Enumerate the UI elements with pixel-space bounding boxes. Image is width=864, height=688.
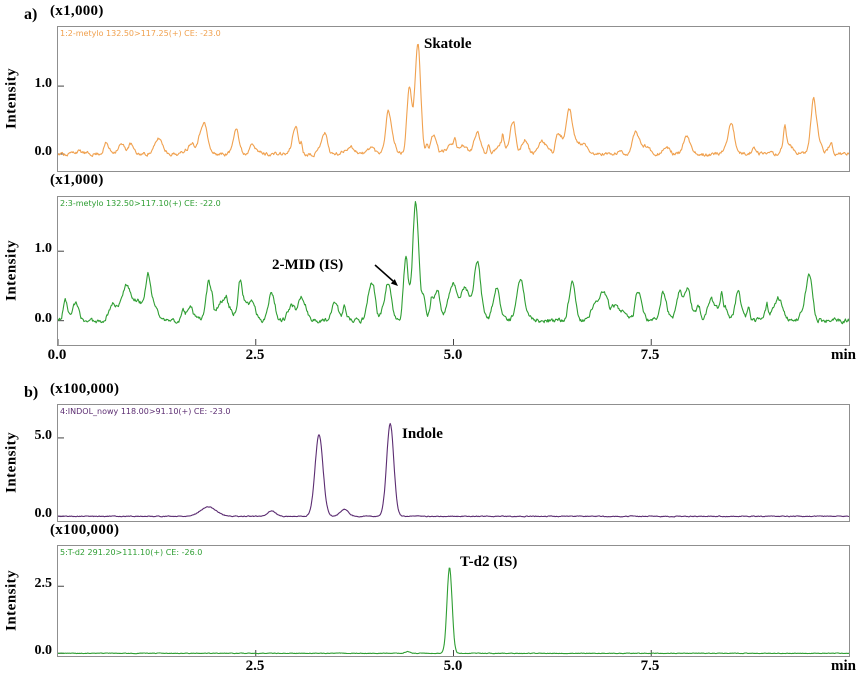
y-tick-label: 0.0 bbox=[34, 311, 53, 326]
x-tick-label: 2.5 bbox=[245, 658, 265, 674]
scale-label-3: (x100,000) bbox=[50, 381, 120, 397]
chromatogram-plot-indole bbox=[57, 404, 850, 522]
chromatogram-plot-td2 bbox=[57, 545, 850, 657]
y-tick-label: 1.0 bbox=[34, 241, 53, 256]
annotation-skatole: Skatole bbox=[424, 36, 472, 52]
y-axis-title-2: Intensity bbox=[3, 239, 20, 301]
y-tick-label: 5.0 bbox=[34, 428, 53, 443]
scale-label-1: (x1,000) bbox=[50, 3, 104, 19]
x-tick-label: 5.0 bbox=[443, 658, 463, 674]
y-tick-label: 2.5 bbox=[34, 576, 53, 591]
scale-label-2: (x1,000) bbox=[50, 172, 104, 188]
panel-a-label: a) bbox=[24, 6, 38, 23]
x-tick-label: 2.5 bbox=[245, 347, 265, 363]
x-tick-label: 7.5 bbox=[640, 658, 660, 674]
channel-header-4: 5:T-d2 291.20>111.10(+) CE: -26.0 bbox=[60, 548, 203, 557]
y-axis-title-1: Intensity bbox=[3, 67, 20, 129]
x-tick-label: 0.0 bbox=[47, 347, 67, 363]
channel-header-1: 1:2-metylo 132.50>117.25(+) CE: -23.0 bbox=[60, 29, 221, 38]
annotation-2mid: 2-MID (IS) bbox=[272, 257, 344, 273]
chromatogram-plot-2mid bbox=[57, 196, 850, 346]
channel-header-2: 2:3-metylo 132.50>117.10(+) CE: -22.0 bbox=[60, 199, 221, 208]
chromatogram-plot-skatole bbox=[57, 26, 850, 172]
y-tick-label: 0.0 bbox=[34, 643, 53, 658]
x-tick-label: 5.0 bbox=[443, 347, 463, 363]
scale-label-4: (x100,000) bbox=[50, 522, 120, 538]
annotation-td2: T-d2 (IS) bbox=[460, 554, 518, 570]
x-axis-unit-b: min bbox=[830, 658, 856, 674]
x-tick-label: 7.5 bbox=[640, 347, 660, 363]
annotation-indole: Indole bbox=[402, 426, 443, 442]
panel-b-label: b) bbox=[24, 384, 39, 401]
y-tick-label: 0.0 bbox=[34, 506, 53, 521]
y-axis-title-4: Intensity bbox=[3, 569, 20, 631]
y-tick-label: 0.0 bbox=[34, 144, 53, 159]
channel-header-3: 4:INDOL_nowy 118.00>91.10(+) CE: -23.0 bbox=[60, 407, 231, 416]
y-axis-title-3: Intensity bbox=[3, 431, 20, 493]
y-tick-label: 1.0 bbox=[34, 76, 53, 91]
x-axis-unit-a: min bbox=[830, 347, 856, 363]
annotation-arrow-icon bbox=[374, 264, 398, 286]
